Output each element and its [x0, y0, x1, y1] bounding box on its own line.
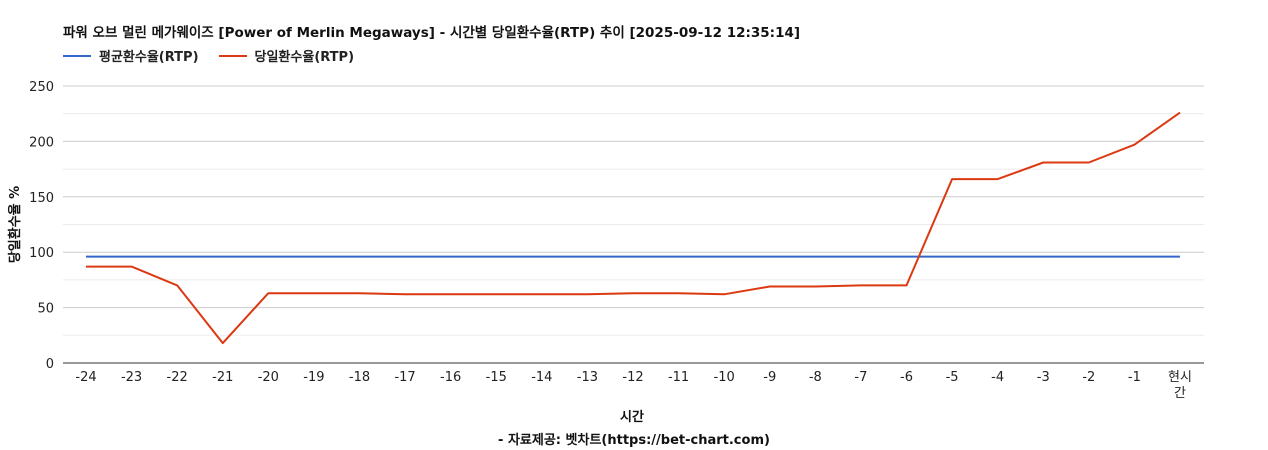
y-tick-label: 150: [29, 191, 54, 206]
x-tick-label: -17: [394, 370, 415, 385]
x-axis-title: 시간: [620, 409, 644, 425]
legend-item-average[interactable]: 평균환수율(RTP): [63, 46, 199, 65]
x-tick-label: -20: [258, 370, 279, 385]
x-tick-label: -13: [577, 370, 598, 385]
x-tick-label: 현시 간: [1168, 370, 1192, 401]
legend-label-average: 평균환수율(RTP): [99, 50, 199, 65]
x-tick-label: -6: [900, 370, 913, 385]
x-tick-label: -8: [809, 370, 822, 385]
x-tick-label: -4: [991, 370, 1004, 385]
x-tick-label: -14: [531, 370, 552, 385]
y-tick-label: 100: [29, 246, 54, 261]
legend-swatch-daily: [218, 54, 247, 57]
x-tick-label: -9: [763, 370, 776, 385]
legend-label-daily: 당일환수율(RTP): [254, 50, 355, 65]
y-axis-title: 당일환수율 %: [7, 186, 23, 263]
x-tick-label: -18: [349, 370, 370, 385]
x-tick-label: -3: [1037, 370, 1050, 385]
x-tick-label: -12: [622, 370, 643, 385]
series-line-daily: [86, 111, 1181, 345]
x-tick-label: -19: [303, 370, 324, 385]
x-tick-label: -5: [946, 370, 959, 385]
y-tick-label: 50: [37, 302, 54, 317]
x-tick-label: -10: [714, 370, 735, 385]
y-tick-label: 0: [46, 357, 54, 372]
legend: 평균환수율(RTP) 당일환수율(RTP): [63, 46, 354, 65]
x-tick-label: -15: [486, 370, 507, 385]
x-tick-label: -23: [121, 370, 142, 385]
x-tick-label: -22: [167, 370, 188, 385]
x-tick-label: -7: [854, 370, 867, 385]
x-tick-label: -11: [668, 370, 689, 385]
gridlines: [63, 85, 1204, 364]
source-note: - 자료제공: 벳차트(https://bet-chart.com): [498, 433, 770, 448]
legend-item-daily[interactable]: 당일환수율(RTP): [218, 46, 355, 65]
x-tick-label: -24: [75, 370, 96, 385]
series-lines: [86, 111, 1181, 345]
x-tick-label: -2: [1082, 370, 1095, 385]
x-tick-label: -1: [1128, 370, 1141, 385]
legend-swatch-average: [63, 54, 91, 57]
y-tick-label: 250: [29, 80, 54, 95]
x-tick-label: -16: [440, 370, 461, 385]
y-tick-label: 200: [29, 135, 54, 150]
x-tick-labels: -24 -23 -22 -21 -20 -19 -18 -17 -16 -15 -14 -13 -12 -…: [75, 370, 1192, 401]
y-tick-labels: 0 50 100 150 200 250: [29, 80, 54, 372]
chart-title: 파워 오브 멀린 메가웨이즈 [Power of Merlin Megaways…: [63, 25, 801, 41]
x-tick-label: -21: [212, 370, 233, 385]
